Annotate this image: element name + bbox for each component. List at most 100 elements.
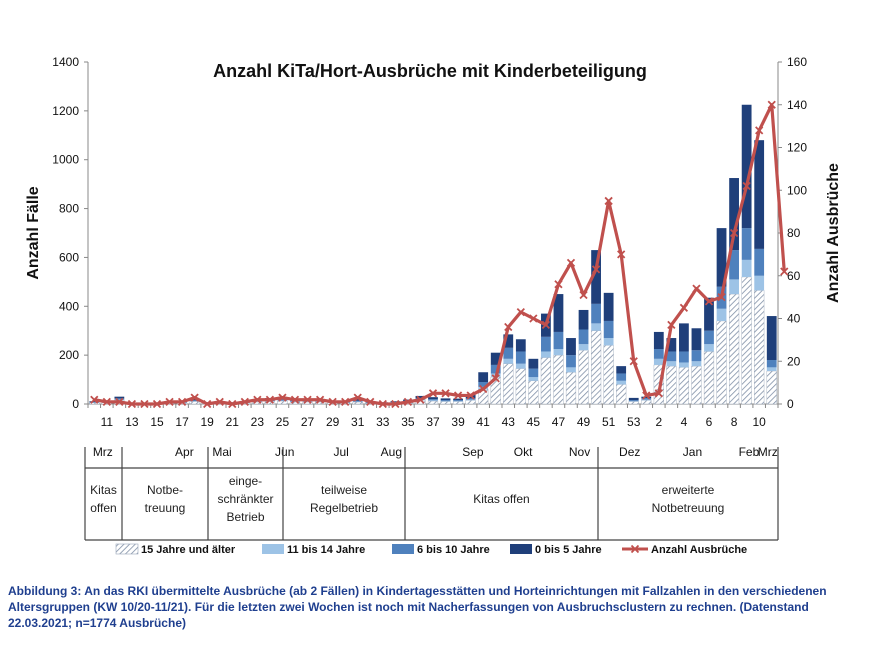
outbreak-point-marker: [554, 280, 563, 289]
bar-segment-15-plus: [465, 400, 476, 405]
bar-segment-6-10: [754, 248, 765, 276]
bar-segment-6-10: [578, 329, 589, 345]
bar-segment-15-plus: [641, 400, 652, 405]
phase-label: erweiterte: [662, 483, 715, 497]
x-tick-label: 19: [201, 415, 215, 429]
bar-segment-15-plus: [528, 380, 539, 405]
phase-label: Kitas offen: [473, 492, 529, 506]
y-right-tick-label: 0: [787, 397, 794, 411]
bar-segment-6-10: [628, 400, 639, 402]
outbreak-point-marker: [504, 322, 513, 332]
x-tick-label: 39: [451, 415, 465, 429]
bar-segment-0-5: [704, 297, 714, 331]
bar-segment-0-5: [528, 358, 539, 369]
legend-label: 6 bis 10 Jahre: [417, 544, 490, 556]
outbreak-point-marker: [479, 384, 488, 394]
outbreak-point-marker: [165, 397, 174, 406]
y-left-tick-label: 1000: [52, 153, 79, 167]
bar-segment-15-plus: [352, 401, 363, 405]
y-right-tick-label: 100: [787, 183, 807, 197]
outbreak-point-marker: [441, 389, 450, 398]
bar-segment-0-5: [691, 328, 702, 351]
bar-segment-11-14: [754, 275, 765, 291]
bar-segment-11-14: [541, 351, 551, 358]
bar-segment-6-10: [566, 355, 576, 368]
bar-segment-11-14: [716, 308, 727, 321]
x-tick-label: 45: [527, 415, 541, 429]
outbreak-point-marker: [617, 250, 626, 259]
outbreak-point-marker: [253, 395, 262, 404]
outbreak-point-marker: [579, 290, 588, 300]
month-label: Apr: [175, 445, 194, 459]
bar-segment-15-plus: [678, 367, 690, 405]
month-label: Jul: [334, 445, 349, 459]
x-tick-label: 23: [251, 415, 265, 429]
outbreak-point-marker: [742, 181, 751, 191]
bar-segment-15-plus: [703, 351, 715, 405]
phase-label: Kitas: [90, 483, 117, 497]
legend-label: Anzahl Ausbrüche: [651, 544, 747, 556]
bar-segment-0-5: [415, 395, 426, 399]
bar-segment-11-14: [641, 399, 652, 401]
bar-segment-0-5: [428, 397, 438, 400]
bar-segment-0-5: [566, 338, 576, 356]
y-right-tick-label: 20: [787, 354, 801, 368]
outbreak-point-marker: [215, 397, 224, 406]
outbreak-point-marker: [140, 399, 149, 409]
bar-segment-6-10: [352, 400, 363, 402]
bar-segment-15-plus: [578, 350, 589, 405]
outbreak-point-marker: [566, 258, 576, 268]
outbreak-point-marker: [604, 196, 613, 206]
outbreak-point-marker: [127, 399, 137, 409]
bar-segment-6-10: [704, 330, 714, 345]
legend-label: 11 bis 14 Jahre: [287, 544, 365, 556]
bar-segment-0-5: [754, 140, 765, 249]
bar-segment-15-plus: [503, 363, 514, 405]
outbreak-point-marker: [541, 320, 551, 330]
bar-segment-0-5: [478, 372, 489, 383]
outbreak-point-marker: [240, 397, 249, 406]
outbreak-point-marker: [366, 397, 375, 406]
bar-segment-0-5: [741, 104, 752, 229]
bar-segment-11-14: [653, 358, 664, 365]
outbreak-point-marker: [755, 126, 764, 135]
y-right-tick-label: 140: [787, 98, 807, 112]
y-axis-left-label: Anzahl Fälle: [25, 186, 42, 279]
phase-label: offen: [90, 501, 116, 515]
outbreak-point-marker: [290, 395, 300, 404]
bar-segment-0-5: [114, 396, 125, 399]
bar-segment-0-5: [729, 178, 739, 251]
x-tick-label: 6: [706, 415, 713, 429]
outbreak-line: [90, 100, 789, 409]
bar-segment-6-10: [641, 398, 652, 400]
month-label: Mai: [212, 445, 231, 459]
chart-title: Anzahl KiTa/Hort-Ausbrüche mit Kinderbet…: [213, 61, 647, 81]
x-tick-label: 4: [681, 415, 688, 429]
bar-segment-11-14: [603, 338, 614, 346]
bar-segment-0-5: [490, 352, 501, 365]
bar-segment-11-14: [503, 358, 514, 364]
month-label: Jan: [683, 445, 702, 459]
bar-segment-15-plus: [565, 372, 577, 405]
bar-segment-0-5: [503, 334, 514, 348]
legend-swatch: [510, 544, 532, 554]
x-tick-label: 17: [175, 415, 189, 429]
bar-segment-11-14: [114, 399, 125, 401]
bar-segment-11-14: [741, 259, 752, 277]
bar-segment-0-5: [766, 316, 777, 361]
bar-segment-6-10: [679, 351, 689, 363]
outbreak-point-marker: [190, 393, 199, 402]
outbreak-point-marker: [453, 391, 463, 400]
outbreak-point-marker: [516, 307, 525, 317]
bar-segment-6-10: [277, 399, 288, 401]
bar-segment-11-14: [515, 363, 526, 369]
bar-segment-0-5: [403, 399, 413, 401]
phase-label: schränkter: [217, 492, 273, 506]
month-label: Mrz: [758, 445, 778, 459]
x-tick-label: 10: [753, 415, 767, 429]
legend-marker: [630, 544, 640, 554]
bar-segment-0-5: [440, 398, 451, 401]
phase-label: Regelbetrieb: [310, 501, 378, 515]
x-tick-label: 33: [376, 415, 390, 429]
